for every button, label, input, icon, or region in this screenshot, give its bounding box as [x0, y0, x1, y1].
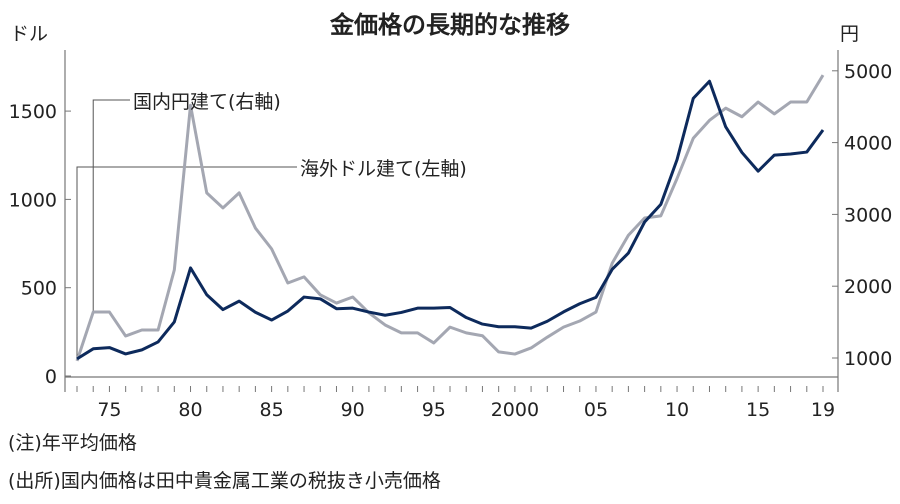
legend-yen-leader [92, 99, 130, 313]
x-tick-label: 85 [260, 399, 284, 421]
left-tick-label: 0 [45, 366, 57, 388]
right-tick-label: 4000 [844, 133, 892, 155]
left-tick-label: 500 [21, 278, 57, 300]
legend-yen-label: 国内円建て(右軸) [133, 91, 281, 113]
series-line-yen [75, 74, 825, 362]
left-tick-label: 1500 [9, 101, 57, 123]
right-tick-label: 1000 [844, 348, 892, 370]
right-axis-unit: 円 [840, 23, 859, 45]
legend-dollar-label: 海外ドル建て(左軸) [300, 158, 467, 180]
x-tick-label: 80 [178, 399, 202, 421]
right-tick-label: 5000 [844, 61, 892, 83]
x-tick-label: 95 [422, 399, 446, 421]
note-source: (出所)国内価格は田中貴金属工業の税抜き小売価格 [8, 470, 441, 492]
x-tick-label: 2000 [491, 399, 539, 421]
note-annual-average: (注)年平均価格 [8, 432, 137, 454]
x-tick-label: 15 [746, 399, 770, 421]
x-tick-label: 19 [811, 399, 835, 421]
left-tick-label: 1000 [9, 189, 57, 211]
x-tick-label: 05 [584, 399, 608, 421]
left-axis-unit: ドル [10, 23, 48, 45]
right-tick-label: 2000 [844, 276, 892, 298]
right-tick-label: 3000 [844, 204, 892, 226]
legend-dollar-leader [76, 166, 297, 359]
x-tick-label: 75 [97, 399, 121, 421]
chart-title: 金価格の長期的な推移 [329, 11, 570, 39]
x-tick-label: 10 [665, 399, 689, 421]
x-tick-label: 90 [341, 399, 365, 421]
